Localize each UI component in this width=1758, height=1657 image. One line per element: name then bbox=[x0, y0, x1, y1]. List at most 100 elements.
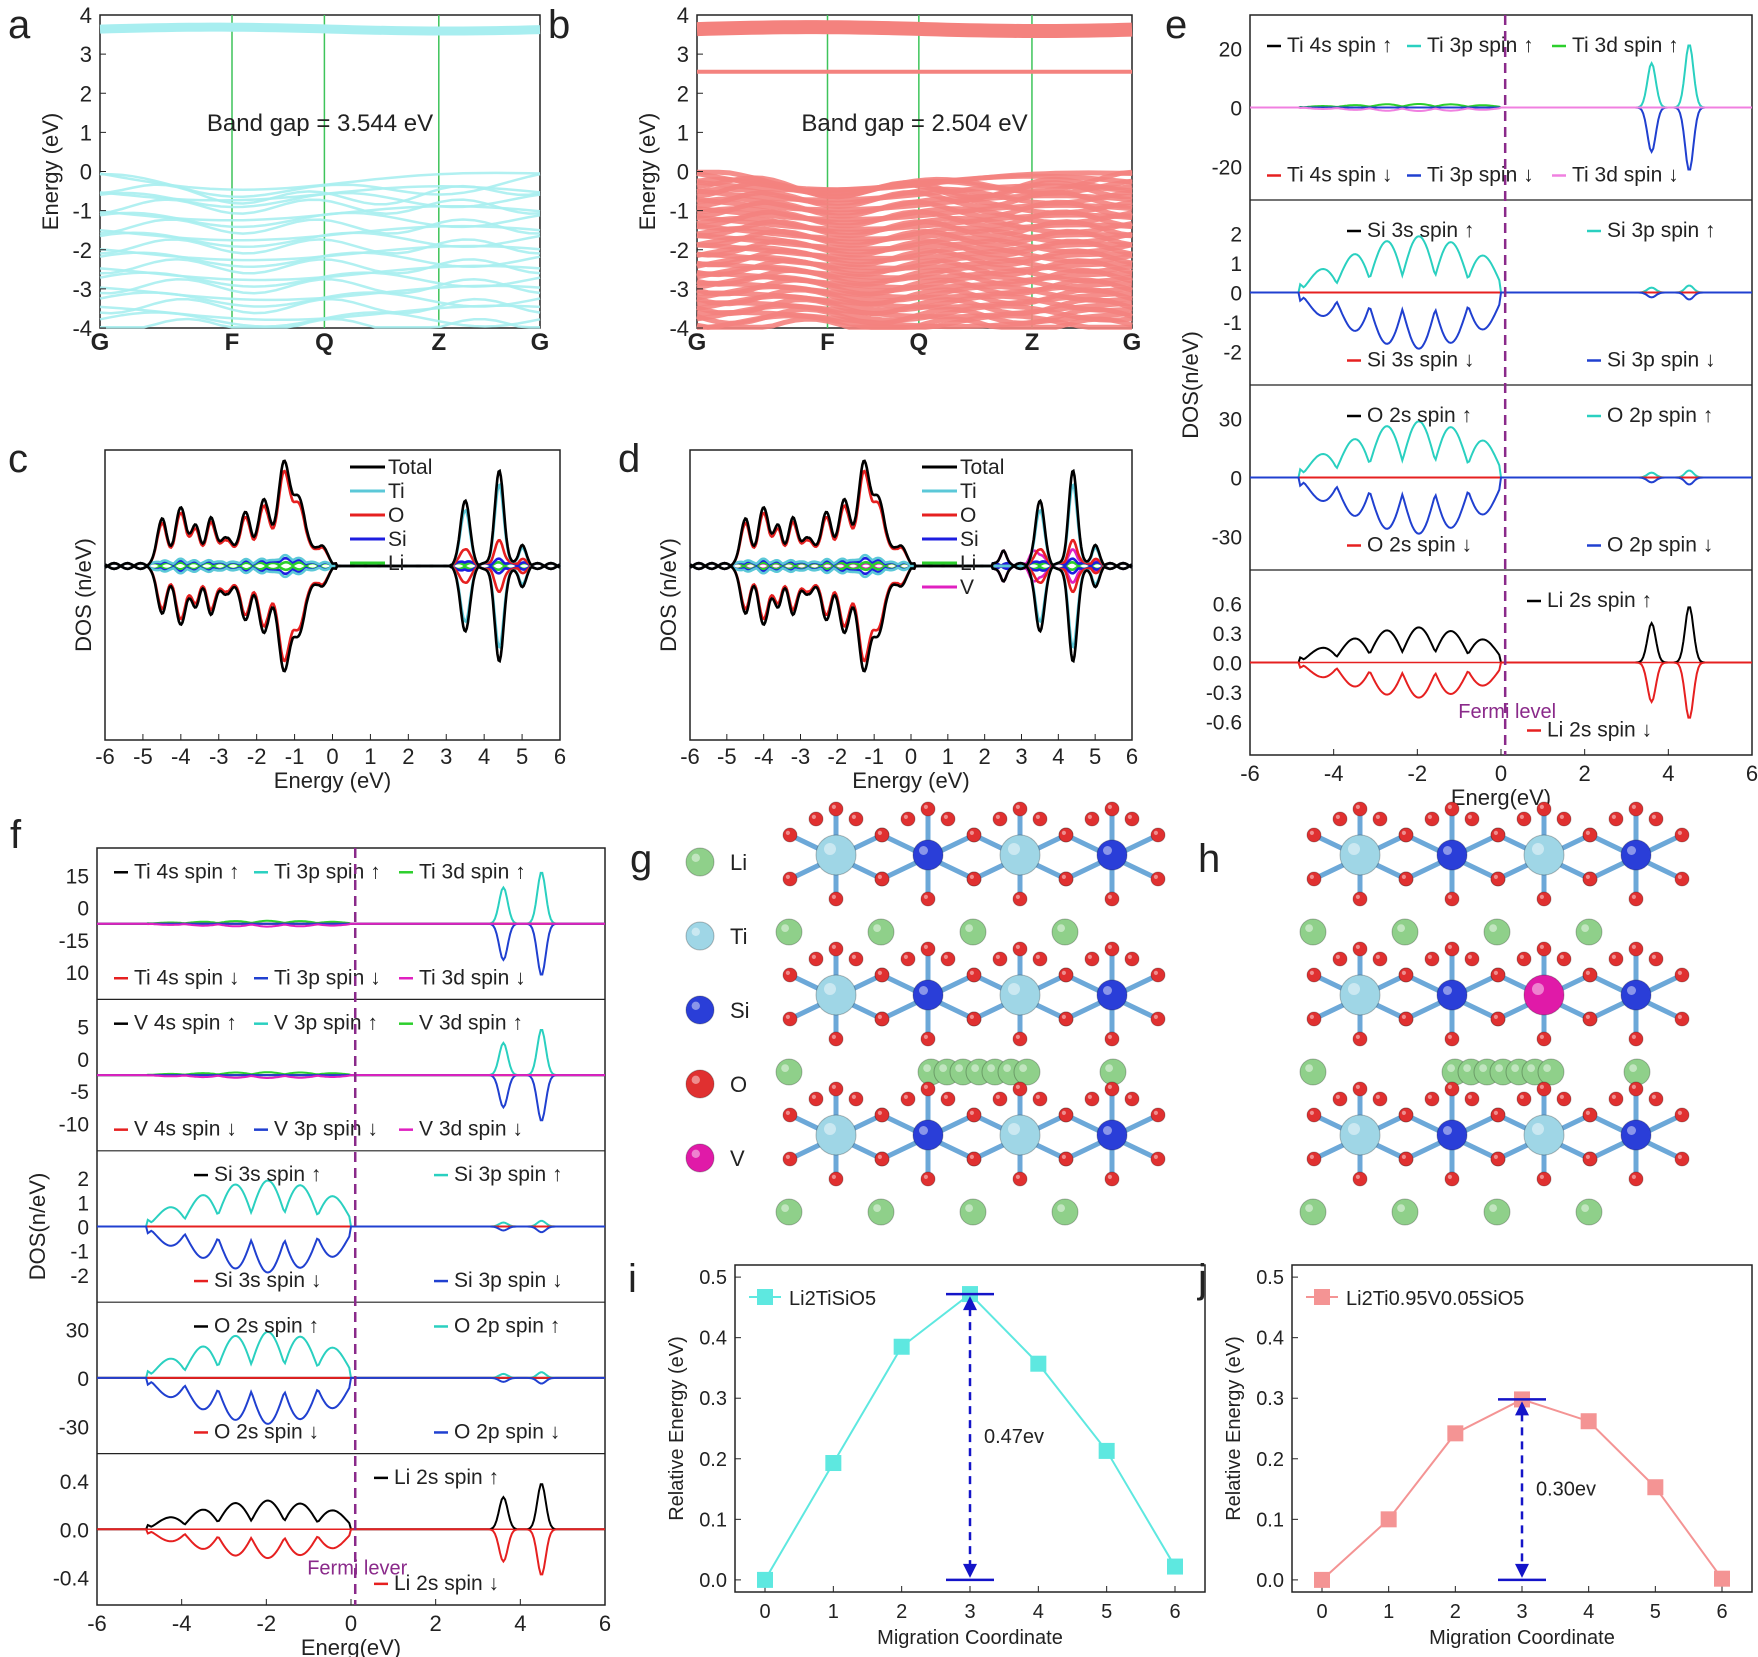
atom bbox=[1620, 1119, 1652, 1151]
panel-letter: h bbox=[1198, 837, 1220, 881]
x-tick-label: 4 bbox=[1662, 761, 1674, 786]
atom-o-highlight bbox=[923, 1174, 929, 1179]
x-tick-label: -2 bbox=[828, 744, 848, 769]
atom-o-highlight bbox=[943, 1094, 949, 1099]
atom-li bbox=[1013, 1058, 1041, 1086]
atom bbox=[1620, 979, 1652, 1011]
atom bbox=[912, 1119, 944, 1151]
data-point bbox=[757, 1571, 773, 1588]
atom-o-highlight bbox=[1335, 954, 1340, 960]
x-tick-label: -1 bbox=[285, 744, 305, 769]
y-tick-label: 20 bbox=[1219, 38, 1242, 61]
legend-label: V bbox=[960, 576, 974, 599]
atom-o bbox=[1628, 1081, 1644, 1097]
atom-o bbox=[1032, 951, 1048, 967]
atom-li-highlight bbox=[781, 924, 789, 932]
legend-label: Total bbox=[388, 456, 432, 479]
pdos-curve bbox=[97, 1225, 605, 1274]
atom-o-highlight bbox=[1061, 874, 1066, 880]
atom-highlight bbox=[1443, 1126, 1452, 1135]
atom-o bbox=[808, 951, 824, 967]
atom-o bbox=[1464, 951, 1480, 967]
atom-o-highlight bbox=[1015, 1174, 1021, 1179]
legend-label: Ti 3d spin ↑ bbox=[1572, 34, 1679, 57]
atom-o-highlight bbox=[1355, 894, 1360, 900]
y-tick-label: -1 bbox=[669, 199, 689, 224]
x-tick-label: G bbox=[91, 329, 110, 356]
atom-o bbox=[1012, 801, 1028, 817]
atom-o-highlight bbox=[1467, 1094, 1472, 1099]
atom-o bbox=[1352, 1081, 1368, 1097]
atom-li-highlight bbox=[781, 1064, 789, 1072]
atom-li-highlight bbox=[939, 1064, 947, 1072]
atom bbox=[999, 834, 1041, 876]
legend-label: O bbox=[960, 504, 976, 527]
legend-label: Ti 3p spin ↓ bbox=[274, 966, 381, 989]
x-tick-label: 0 bbox=[759, 1601, 770, 1623]
atom-o-highlight bbox=[969, 1110, 975, 1115]
atom bbox=[1523, 1114, 1565, 1156]
atom-o bbox=[1012, 1081, 1028, 1097]
atom-o bbox=[1444, 941, 1460, 957]
band-gap-label: Band gap = 2.504 eV bbox=[801, 110, 1027, 137]
atom-o-highlight bbox=[1539, 894, 1544, 900]
atom-o bbox=[900, 811, 916, 827]
pdos-curve bbox=[1250, 661, 1752, 719]
legend-label: Li 2s spin ↓ bbox=[394, 1572, 499, 1595]
atom-o-highlight bbox=[969, 970, 975, 976]
legend-label: Si 3s spin ↓ bbox=[214, 1269, 321, 1292]
valence-band bbox=[696, 219, 1133, 239]
atom-o bbox=[920, 1171, 936, 1187]
x-tick-label: 6 bbox=[1746, 761, 1758, 786]
atom-o-highlight bbox=[903, 814, 909, 820]
atom-o bbox=[1490, 1107, 1506, 1123]
legend-atom-highlight bbox=[691, 1075, 700, 1085]
atom-li bbox=[1391, 1198, 1419, 1226]
x-tick-label: 1 bbox=[1383, 1601, 1394, 1623]
atom-o-highlight bbox=[1355, 1084, 1360, 1089]
valence-band bbox=[696, 189, 1133, 210]
legend-atom-highlight bbox=[691, 927, 700, 936]
atom-o-highlight bbox=[1153, 970, 1158, 976]
y-tick-label: 2 bbox=[1230, 223, 1242, 246]
y-tick-label: 0.4 bbox=[60, 1471, 90, 1494]
atom-highlight bbox=[1627, 846, 1636, 855]
atom-o bbox=[848, 1091, 864, 1107]
atom-o bbox=[1444, 1171, 1460, 1187]
atom-o bbox=[1104, 1081, 1120, 1097]
arrow-head bbox=[1515, 1563, 1529, 1578]
valence-band bbox=[99, 244, 541, 262]
atom-li-highlight bbox=[1447, 1064, 1455, 1072]
x-tick-label: 0 bbox=[326, 744, 338, 769]
dos-series-ti bbox=[104, 482, 561, 568]
atom-o-highlight bbox=[995, 954, 1001, 960]
atom-o bbox=[992, 1091, 1008, 1107]
y-tick-label: 4 bbox=[80, 3, 92, 28]
atom-o bbox=[1306, 871, 1322, 887]
atom bbox=[999, 1114, 1041, 1156]
atom-li bbox=[959, 1198, 987, 1226]
atom-o-highlight bbox=[1631, 1034, 1636, 1039]
atom-o-highlight bbox=[1539, 1034, 1544, 1039]
y-tick-label: 0 bbox=[77, 1049, 89, 1072]
x-axis-label: Migration Coordinate bbox=[877, 1627, 1063, 1649]
legend-label: Ti 3p spin ↓ bbox=[1427, 164, 1534, 187]
y-axis-label: Energy (eV) bbox=[635, 113, 660, 230]
valence-band bbox=[99, 224, 541, 242]
legend-label: Li2Ti0.95V0.05SiO5 bbox=[1346, 1288, 1524, 1310]
atom-o-highlight bbox=[1559, 954, 1564, 960]
dos-series-total bbox=[104, 564, 561, 673]
data-point bbox=[1030, 1355, 1047, 1372]
atom-o-highlight bbox=[1355, 944, 1360, 950]
atom-o bbox=[1398, 967, 1414, 983]
atom-o-highlight bbox=[1559, 1094, 1564, 1099]
y-tick-label: -0.3 bbox=[1206, 682, 1242, 705]
y-tick-label: 0 bbox=[77, 898, 89, 921]
atom-o bbox=[900, 951, 916, 967]
atom-o-highlight bbox=[1447, 804, 1452, 810]
atom-o-highlight bbox=[785, 1014, 791, 1020]
x-tick-label: G bbox=[531, 329, 550, 356]
atom-o-highlight bbox=[1107, 894, 1112, 900]
atom-o-highlight bbox=[785, 874, 791, 880]
